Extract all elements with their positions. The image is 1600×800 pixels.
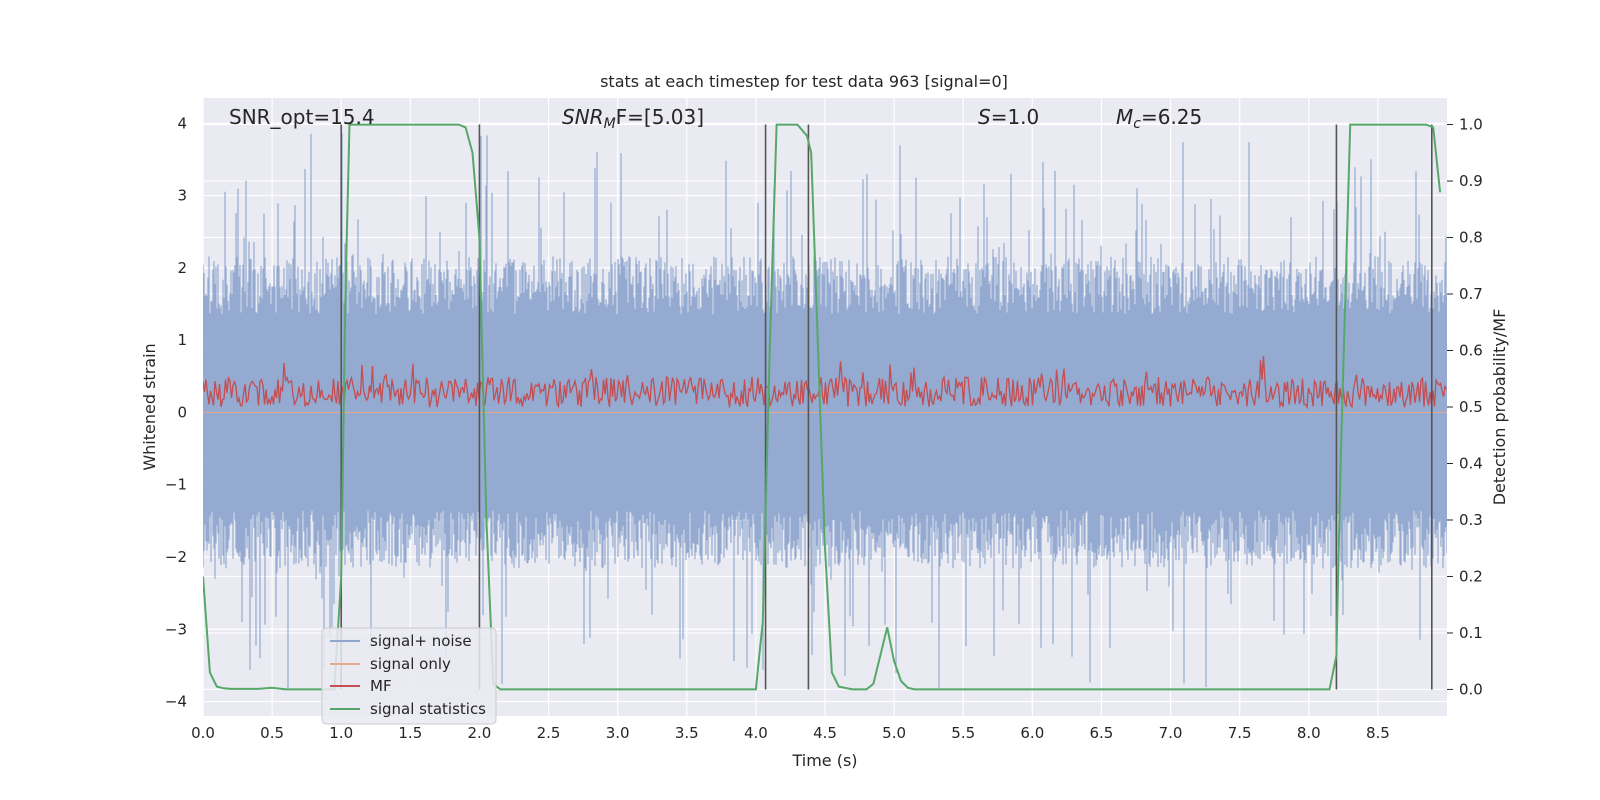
x-tick-label: 7.0 bbox=[1159, 724, 1183, 742]
x-tick-label: 8.5 bbox=[1366, 724, 1390, 742]
legend-label-signal-only: signal only bbox=[370, 655, 451, 673]
y-tick-label: −1 bbox=[165, 476, 187, 494]
y2-tick-labels: 1.0 0.9 0.8 0.7 0.6 0.5 0.4 0.3 0.2 0.1 0.0 bbox=[1447, 116, 1483, 698]
y-tick-label: −4 bbox=[165, 693, 187, 711]
x-tick-label: 2.0 bbox=[468, 724, 492, 742]
vertical-markers bbox=[340, 124, 1433, 690]
x-tick-label: 4.5 bbox=[813, 724, 837, 742]
legend-label-signal-noise: signal+ noise bbox=[370, 632, 472, 650]
annotation-mc: Mc=6.25 bbox=[1116, 105, 1202, 132]
legend-box bbox=[321, 627, 497, 725]
x-tick-label: 2.5 bbox=[537, 724, 561, 742]
x-tick-label: 5.5 bbox=[951, 724, 975, 742]
signal-statistics-trace bbox=[203, 123, 1442, 691]
y-tick-labels: 4 3 2 1 0 −1 −2 −3 −4 bbox=[165, 114, 187, 710]
y2-tick-label: 1.0 bbox=[1459, 116, 1483, 134]
legend-label-signal-statistics: signal statistics bbox=[370, 700, 486, 718]
annotation-mc-rest: =6.25 bbox=[1141, 105, 1202, 129]
legend: signal+ noise signal only MF signal stat… bbox=[321, 627, 497, 725]
y-tick-label: 0 bbox=[177, 403, 187, 421]
x-tick-label: 6.5 bbox=[1090, 724, 1114, 742]
y2-tick-label: 0.8 bbox=[1459, 229, 1483, 247]
chart-title: stats at each timestep for test data 963… bbox=[600, 72, 1008, 91]
x-tick-label: 6.0 bbox=[1020, 724, 1044, 742]
x-tick-label: 8.0 bbox=[1297, 724, 1321, 742]
series-signal-statistics bbox=[203, 123, 1442, 691]
x-tick-label: 0.5 bbox=[260, 724, 284, 742]
annotation-mc-main: M bbox=[1116, 105, 1133, 129]
y-tick-label: −3 bbox=[165, 620, 187, 638]
y2-tick-label: 0.5 bbox=[1459, 398, 1483, 416]
legend-label-mf: MF bbox=[370, 677, 392, 695]
annotation-snr-opt: SNR_opt=15.4 bbox=[229, 105, 375, 129]
annotation-mc-sub: c bbox=[1133, 116, 1141, 132]
y2-tick-label: 0.0 bbox=[1459, 680, 1483, 698]
annotation-s-rest: =1.0 bbox=[991, 105, 1040, 129]
x-tick-label: 1.5 bbox=[398, 724, 422, 742]
series-mf bbox=[203, 356, 1447, 410]
x-tick-label: 3.5 bbox=[675, 724, 699, 742]
y-tick-label: 4 bbox=[177, 114, 187, 132]
annotation-snr-mf-rest: F=[5.03] bbox=[616, 105, 704, 129]
annotation-snr-mf-sub: M bbox=[604, 116, 616, 132]
y-tick-label: 1 bbox=[177, 331, 187, 349]
y2-tick-label: 0.9 bbox=[1459, 172, 1483, 190]
y-tick-label: 3 bbox=[177, 187, 187, 205]
x-axis-label: Time (s) bbox=[791, 751, 857, 770]
y2-tick-label: 0.2 bbox=[1459, 567, 1483, 585]
y-axis-label: Whitened strain bbox=[140, 343, 159, 470]
x-tick-labels: 0.0 0.5 1.0 1.5 2.0 2.5 3.0 3.5 4.0 4.5 5.0 5.5 6.0 6… bbox=[191, 724, 1390, 742]
y2-tick-label: 0.7 bbox=[1459, 285, 1483, 303]
annotation-s-main: S bbox=[978, 105, 991, 129]
annotation-snr-mf: SNRMF=[5.03] bbox=[562, 105, 704, 132]
y2-tick-label: 0.1 bbox=[1459, 624, 1483, 642]
x-tick-label: 4.0 bbox=[744, 724, 768, 742]
y2-tick-label: 0.4 bbox=[1459, 454, 1483, 472]
y2-tick-label: 0.3 bbox=[1459, 511, 1483, 529]
y2-tick-label: 0.6 bbox=[1459, 342, 1483, 360]
annotation-snr-mf-main: SNR bbox=[562, 105, 604, 129]
y2-axis-label: Detection probability/MF bbox=[1490, 309, 1509, 506]
x-tick-label: 5.0 bbox=[882, 724, 906, 742]
x-tick-label: 7.5 bbox=[1228, 724, 1252, 742]
y-tick-label: −2 bbox=[165, 548, 187, 566]
x-tick-label: 3.0 bbox=[606, 724, 630, 742]
x-tick-label: 0.0 bbox=[191, 724, 215, 742]
x-tick-label: 1.0 bbox=[329, 724, 353, 742]
y-tick-label: 2 bbox=[177, 259, 187, 277]
annotation-s: S=1.0 bbox=[978, 105, 1039, 129]
mf-trace bbox=[203, 356, 1447, 410]
